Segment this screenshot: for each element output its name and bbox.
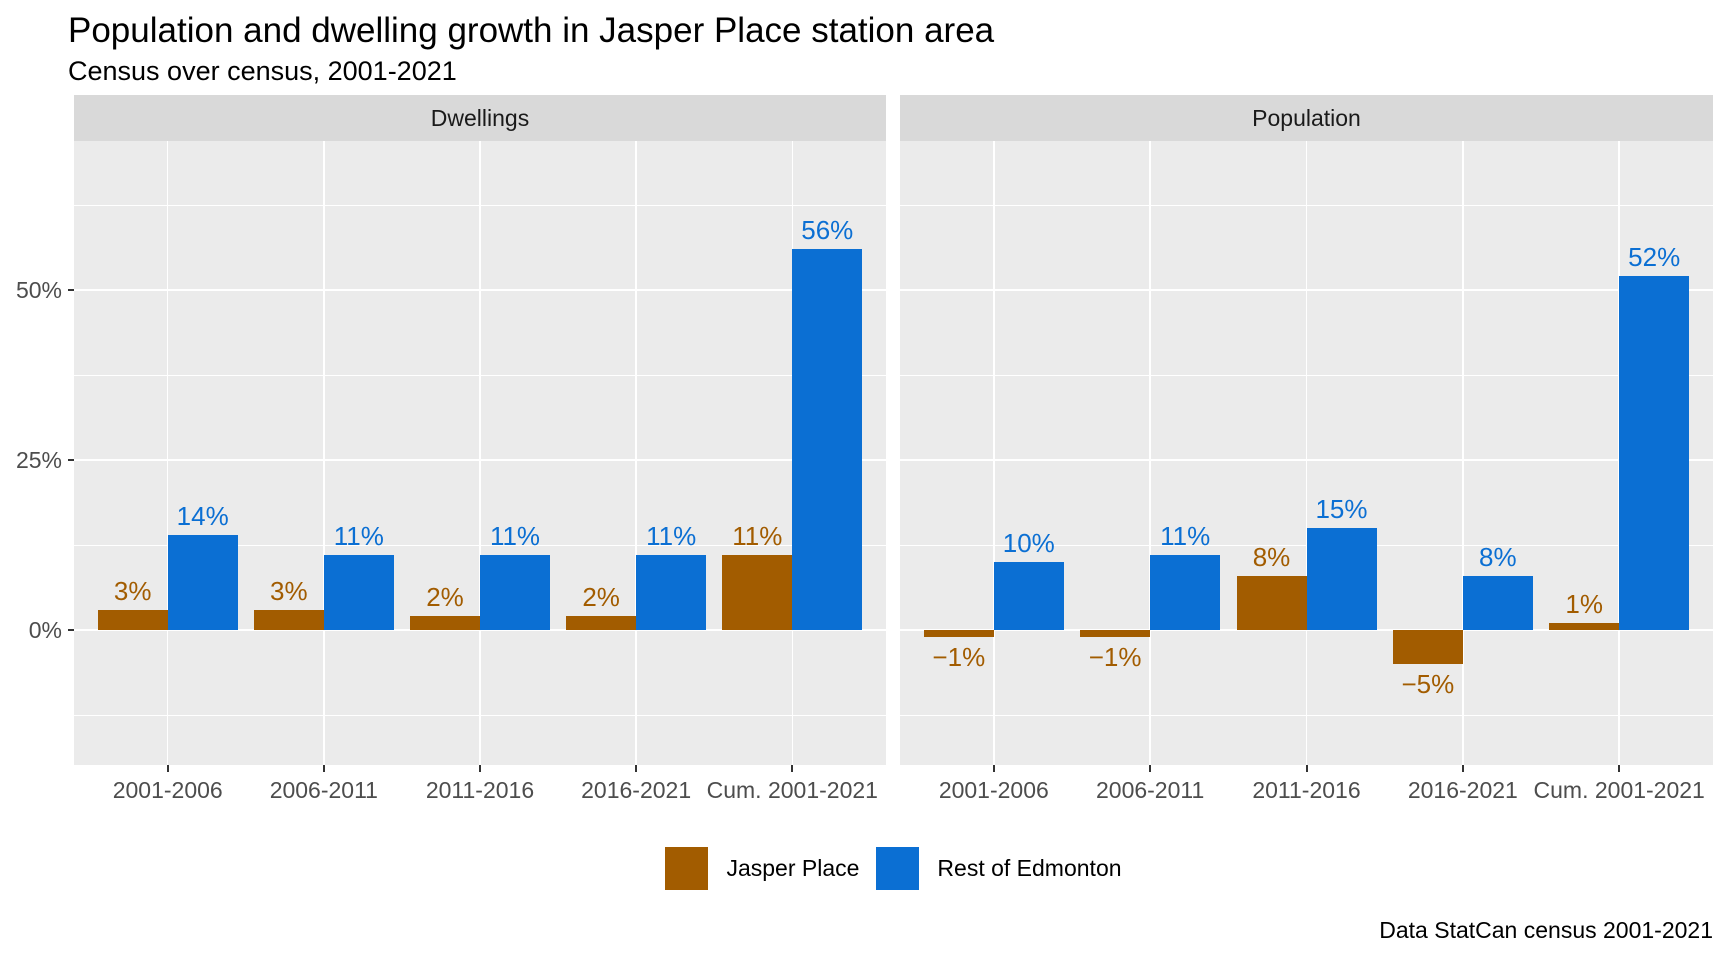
bar-value-label: 1% — [1565, 589, 1603, 620]
bar-rest-of-edmonton — [167, 534, 238, 630]
bar-jasper-place — [566, 616, 637, 630]
legend-item-rest-of-edmonton: Rest of Edmonton — [876, 847, 1122, 890]
x-axis-tick — [1305, 765, 1308, 772]
x-axis-tick — [1618, 765, 1621, 772]
legend: Jasper Place Rest of Edmonton — [74, 847, 1713, 890]
bar-value-label: 56% — [801, 215, 854, 246]
bar-value-label: −1% — [1088, 641, 1142, 672]
bar-value-label: −1% — [932, 641, 986, 672]
x-axis-tick — [635, 765, 638, 772]
bar-value-label: 8% — [1252, 541, 1291, 572]
facet-strip-label-dwellings: Dwellings — [430, 104, 530, 131]
bar-jasper-place — [1236, 575, 1307, 630]
x-axis-tick — [479, 765, 481, 772]
bar-value-label: 3% — [113, 575, 152, 606]
x-axis-tick — [1461, 765, 1464, 772]
legend-swatch-rest-of-edmonton — [876, 847, 920, 890]
bar-jasper-place — [97, 609, 168, 630]
legend-label-rest-of-edmonton: Rest of Edmonton — [937, 855, 1122, 881]
x-axis-label: 2001-2006 — [938, 777, 1049, 803]
y-axis-tick — [68, 459, 74, 461]
bar-value-label: 8% — [1479, 541, 1517, 572]
bar-rest-of-edmonton — [1150, 555, 1221, 630]
x-axis-label: 2016-2021 — [581, 777, 692, 803]
y-axis-tick — [68, 629, 74, 631]
panel-dwellings: 3% 14% 2001-2006 3% 11% 2006-2011 2% 11% 2011-20… — [74, 141, 886, 803]
gridline-vertical — [1305, 141, 1308, 765]
x-axis-label: 2016-2021 — [1407, 777, 1518, 803]
panel-population: −1% 10% 2001-2006 −1% 11% 2006-2011 8% 15% 2011-… — [900, 141, 1713, 803]
bar-rest-of-edmonton — [792, 249, 863, 630]
bar-jasper-place — [1392, 630, 1463, 664]
bar-rest-of-edmonton — [636, 555, 707, 630]
bar-jasper-place — [923, 630, 994, 637]
bar-jasper-place — [1549, 623, 1620, 630]
x-axis-tick — [166, 765, 169, 772]
gridline-vertical — [323, 141, 325, 765]
y-axis: 0% 25% 50% — [0, 141, 74, 765]
bar-value-label: 11% — [646, 521, 697, 552]
bar-value-label: 11% — [333, 521, 384, 552]
y-axis-label: 0% — [28, 617, 62, 643]
facet-strip-label-population: Population — [1252, 104, 1361, 131]
x-axis-label: 2001-2006 — [112, 777, 223, 803]
x-axis-label: Cum. 2001-2021 — [706, 777, 878, 803]
x-axis-tick — [322, 765, 325, 772]
bar-jasper-place — [722, 555, 793, 630]
bar-jasper-place — [1080, 630, 1151, 637]
bar-rest-of-edmonton — [323, 555, 394, 630]
x-axis-label: 2011-2016 — [425, 777, 535, 803]
legend-swatch-jasper-place — [665, 847, 709, 890]
x-axis-label: Cum. 2001-2021 — [1533, 777, 1705, 803]
bar-value-label: 2% — [426, 582, 464, 613]
bar-jasper-place — [410, 616, 480, 630]
bar-value-label: 3% — [270, 575, 308, 606]
gridline-vertical — [993, 141, 995, 765]
facet-strip-dwellings: Dwellings — [74, 95, 886, 141]
bar-value-label: 10% — [1002, 528, 1055, 558]
x-axis-label: 2006-2011 — [269, 777, 378, 803]
bar-value-label: 52% — [1628, 242, 1681, 273]
x-axis-tick — [992, 765, 995, 772]
bar-rest-of-edmonton — [1462, 575, 1533, 630]
x-axis-label: 2006-2011 — [1095, 777, 1205, 803]
bar-value-label: −5% — [1401, 669, 1455, 699]
bar-rest-of-edmonton — [1619, 276, 1690, 630]
bar-value-label: 11% — [489, 521, 541, 552]
bar-value-label: 15% — [1315, 494, 1368, 524]
bar-rest-of-edmonton — [993, 562, 1064, 630]
bar-value-label: 2% — [582, 582, 620, 613]
x-axis-label: 2011-2016 — [1252, 777, 1361, 803]
caption: Data StatCan census 2001-2021 — [1379, 917, 1713, 943]
legend-label-jasper-place: Jasper Place — [726, 855, 860, 881]
gridline-vertical — [635, 141, 637, 765]
gridline-vertical — [1462, 141, 1464, 765]
y-axis-label: 25% — [15, 447, 62, 473]
bar-jasper-place — [253, 609, 324, 630]
gridline-vertical — [166, 141, 169, 765]
y-axis-tick — [68, 289, 74, 291]
bar-value-label: 14% — [176, 500, 229, 531]
bar-value-label: 11% — [1160, 521, 1211, 552]
y-axis-label: 50% — [15, 277, 62, 303]
gridline-vertical — [1149, 141, 1151, 765]
bar-rest-of-edmonton — [480, 555, 550, 630]
bar-value-label: 11% — [732, 521, 783, 552]
chart-subtitle: Census over census, 2001-2021 — [68, 56, 457, 86]
x-axis-tick — [1149, 765, 1152, 772]
bar-rest-of-edmonton — [1306, 528, 1377, 630]
x-axis-tick — [791, 765, 794, 772]
gridline-vertical — [479, 141, 481, 765]
legend-item-jasper-place: Jasper Place — [665, 847, 859, 890]
facet-strip-population: Population — [900, 95, 1713, 141]
chart-title: Population and dwelling growth in Jasper… — [68, 11, 995, 50]
